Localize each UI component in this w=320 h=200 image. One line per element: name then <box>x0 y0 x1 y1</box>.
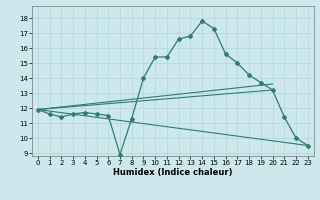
X-axis label: Humidex (Indice chaleur): Humidex (Indice chaleur) <box>113 168 233 177</box>
